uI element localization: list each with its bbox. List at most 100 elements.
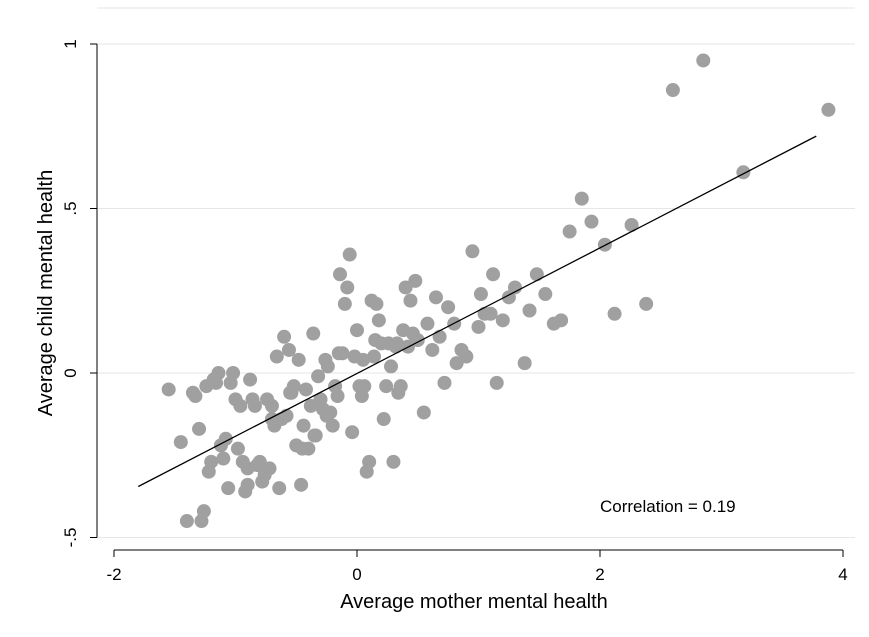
scatter-point xyxy=(432,329,447,344)
axes: -.5 0 .5 1 -2 0 2 4 xyxy=(61,39,848,584)
scatter-point xyxy=(188,389,203,404)
fit-line xyxy=(138,135,817,488)
scatter-point xyxy=(342,247,357,262)
x-tick-label: 2 xyxy=(595,565,604,584)
scatter-point xyxy=(459,349,474,364)
scatter-point xyxy=(243,372,258,387)
scatter-point xyxy=(247,398,262,413)
scatter-point xyxy=(607,306,622,321)
x-tick-label: 0 xyxy=(352,565,361,584)
scatter-point xyxy=(471,319,486,334)
scatter-point xyxy=(283,385,298,400)
scatter-point xyxy=(425,342,440,357)
scatter-point xyxy=(226,366,241,380)
y-tick-label: 0 xyxy=(61,368,80,377)
scatter-point xyxy=(218,431,233,446)
scatter-point xyxy=(306,326,321,341)
scatter-point xyxy=(216,451,231,466)
data-points xyxy=(161,53,836,529)
scatter-point xyxy=(221,481,236,496)
x-tick-label: 4 xyxy=(838,565,847,584)
scatter-point xyxy=(269,349,284,364)
y-tick-label: -.5 xyxy=(61,528,80,548)
scatter-point xyxy=(320,359,335,374)
scatter-point xyxy=(295,441,310,456)
scatter-point xyxy=(420,316,435,331)
scatter-point xyxy=(376,412,391,427)
scatter-point xyxy=(473,287,488,302)
scatter-point xyxy=(179,514,194,529)
scatter-point xyxy=(331,346,346,361)
scatter-point xyxy=(437,375,452,390)
scatter-point xyxy=(384,359,399,374)
scatter-point xyxy=(298,382,313,397)
x-tick-label: -2 xyxy=(106,565,121,584)
scatter-point xyxy=(291,352,306,367)
scatter-point xyxy=(371,313,386,328)
scatter-point xyxy=(272,481,287,496)
scatter-point xyxy=(240,477,255,492)
scatter-point xyxy=(262,461,277,476)
scatter-point xyxy=(337,296,352,311)
scatter-point xyxy=(340,280,355,295)
scatter-point xyxy=(821,102,836,117)
scatter-point xyxy=(495,313,510,328)
scatter-point xyxy=(277,329,292,344)
scatter-point xyxy=(379,379,394,394)
scatter-point xyxy=(529,267,544,282)
scatter-point xyxy=(390,336,405,351)
scatter-point xyxy=(230,441,245,456)
scatter-point xyxy=(639,296,654,311)
scatter-point xyxy=(624,217,639,232)
scatter-point xyxy=(294,477,309,492)
scatter-point xyxy=(196,504,211,519)
scatter-point xyxy=(517,356,532,371)
scatter-point xyxy=(403,293,418,308)
scatter-point xyxy=(204,454,219,469)
scatter-point xyxy=(173,435,188,450)
scatter-point xyxy=(489,375,504,390)
scatter-point xyxy=(393,379,408,394)
scatter-point xyxy=(665,83,680,98)
scatter-point xyxy=(441,300,456,315)
scatter-point xyxy=(211,366,226,380)
y-tick-label: .5 xyxy=(61,201,80,215)
scatter-point xyxy=(350,323,364,338)
scatter-point xyxy=(281,342,296,357)
scatter-point xyxy=(483,306,498,321)
scatter-point xyxy=(696,53,711,68)
scatter-point xyxy=(279,408,294,423)
x-axis-title: Average mother mental health xyxy=(340,591,608,613)
y-axis-title: Average child mental health xyxy=(35,170,57,416)
scatter-point xyxy=(486,267,501,282)
scatter-point xyxy=(192,421,207,436)
scatter-point xyxy=(307,428,322,443)
scatter-point xyxy=(554,313,569,328)
scatter-point xyxy=(161,382,176,397)
scatter-point xyxy=(408,273,423,288)
correlation-annotation: Correlation = 0.19 xyxy=(600,497,736,516)
scatter-point xyxy=(319,408,334,423)
scatter-point xyxy=(584,214,599,229)
scatter-point xyxy=(362,454,377,469)
scatter-point xyxy=(368,333,383,348)
scatter-point xyxy=(357,379,372,394)
scatter-point xyxy=(416,405,431,420)
scatter-point xyxy=(345,425,360,440)
fit-line-layer xyxy=(138,135,817,488)
scatter-point xyxy=(522,303,537,318)
scatter-point xyxy=(574,191,589,206)
scatter-point xyxy=(296,418,311,433)
scatter-point xyxy=(233,398,248,413)
scatter-point xyxy=(330,389,345,404)
y-tick-label: 1 xyxy=(61,39,80,48)
scatter-point xyxy=(367,349,382,364)
scatter-point xyxy=(386,454,401,469)
scatter-point xyxy=(507,280,522,295)
scatter-point xyxy=(736,165,751,180)
scatter-point xyxy=(311,369,326,384)
scatter-point xyxy=(538,287,553,302)
scatter-point xyxy=(562,224,577,239)
